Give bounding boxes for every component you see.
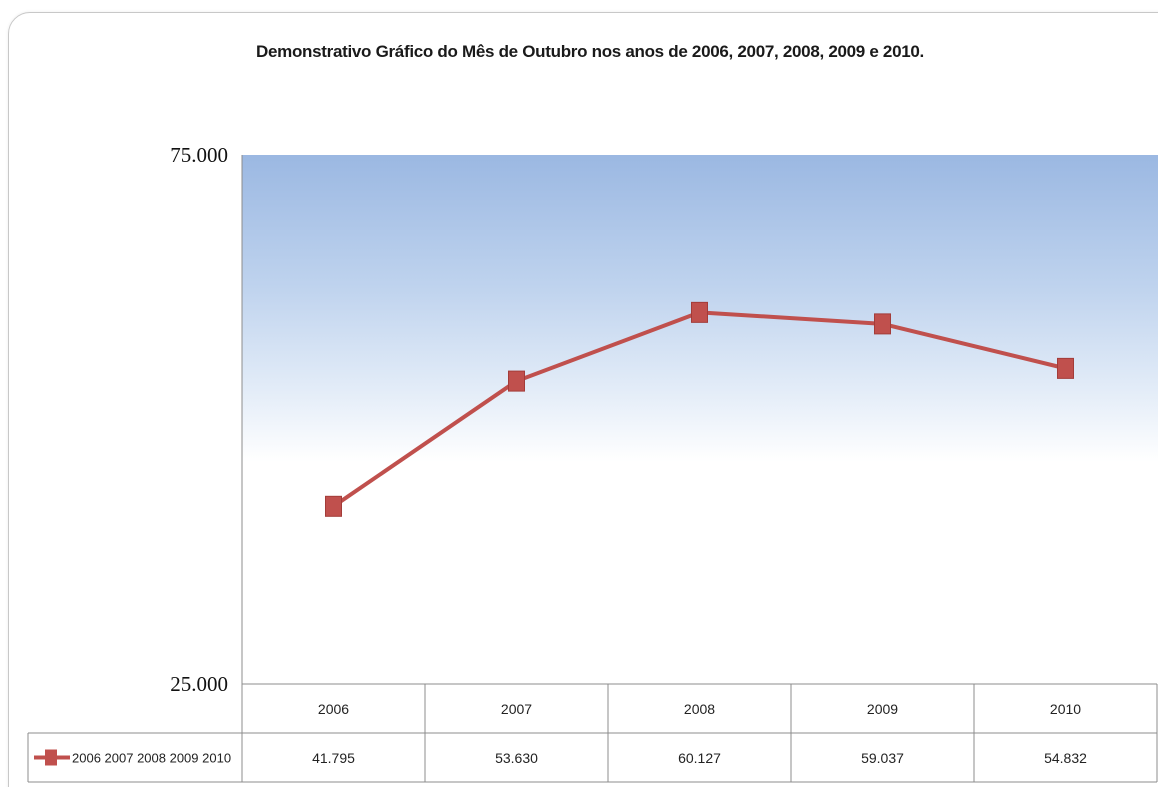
series-layer <box>34 301 1074 766</box>
x-tick-label: 2010 <box>1050 701 1081 717</box>
data-point-marker <box>508 370 525 392</box>
data-point-marker <box>691 301 708 323</box>
chart-title: Demonstrativo Gráfico do Mês de Outubro … <box>256 42 924 61</box>
x-tick-label: 2009 <box>867 701 898 717</box>
x-tick-label: 2006 <box>318 701 349 717</box>
data-table-value: 41.795 <box>312 750 355 766</box>
data-table <box>27 155 1158 783</box>
legend-marker <box>45 749 57 766</box>
table-text-layer: 2006 2007 2008 2009 2010 41.795 53.630 60.127 59… <box>72 701 1087 766</box>
data-point-marker <box>1057 357 1074 379</box>
data-table-value: 60.127 <box>678 750 721 766</box>
x-tick-label: 2008 <box>684 701 715 717</box>
data-table-value: 54.832 <box>1044 750 1087 766</box>
legend-label: 2006 2007 2008 2009 2010 <box>72 751 231 766</box>
y-tick-label-max: 75.000 <box>170 143 228 167</box>
plot-area <box>242 155 1158 684</box>
data-point-marker <box>325 495 342 517</box>
data-point-marker <box>874 313 891 335</box>
data-table-value: 59.037 <box>861 750 904 766</box>
data-table-value: 53.630 <box>495 750 538 766</box>
x-tick-label: 2007 <box>501 701 532 717</box>
y-tick-label-min: 25.000 <box>170 672 228 696</box>
series-line <box>332 310 1066 508</box>
